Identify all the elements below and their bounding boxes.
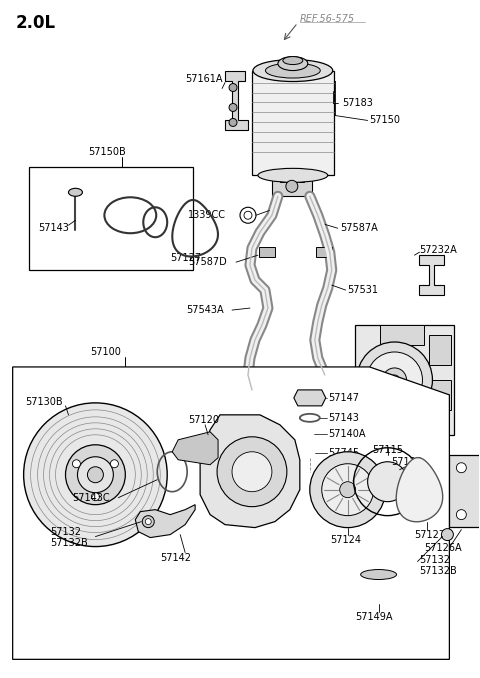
Circle shape <box>244 212 252 219</box>
Bar <box>280 174 304 182</box>
Text: 57587E: 57587E <box>295 422 332 432</box>
Text: 57587A: 57587A <box>186 387 224 397</box>
Text: 57126A: 57126A <box>424 542 462 553</box>
Polygon shape <box>225 71 248 130</box>
Text: 57127: 57127 <box>170 253 201 263</box>
Bar <box>430 380 451 410</box>
Text: 57143C: 57143C <box>72 493 110 502</box>
Text: 57161A: 57161A <box>185 73 223 83</box>
Circle shape <box>310 452 385 527</box>
Text: 57130B: 57130B <box>25 397 63 407</box>
Bar <box>305 447 315 458</box>
Bar <box>316 247 332 257</box>
Bar <box>312 370 328 380</box>
Text: 57100: 57100 <box>420 457 450 466</box>
Text: 57120: 57120 <box>188 415 219 425</box>
Circle shape <box>442 529 454 540</box>
Bar <box>380 325 424 345</box>
Circle shape <box>65 445 125 504</box>
Ellipse shape <box>283 56 303 64</box>
Circle shape <box>217 437 287 506</box>
Circle shape <box>87 466 103 483</box>
Text: REF.56-575: REF.56-575 <box>300 14 355 24</box>
Text: 57100: 57100 <box>90 347 121 357</box>
Text: 57132: 57132 <box>50 527 82 536</box>
Circle shape <box>367 352 422 408</box>
Polygon shape <box>396 458 443 522</box>
Bar <box>449 455 480 527</box>
Circle shape <box>357 342 432 418</box>
Text: 57143: 57143 <box>328 413 359 423</box>
Circle shape <box>322 464 373 516</box>
Ellipse shape <box>69 188 83 197</box>
Circle shape <box>91 493 99 500</box>
Text: 57132B: 57132B <box>50 538 88 548</box>
Text: 57150: 57150 <box>370 115 401 125</box>
Polygon shape <box>200 415 300 527</box>
Text: 57132: 57132 <box>420 555 450 565</box>
Circle shape <box>145 519 151 525</box>
Text: 57143: 57143 <box>38 223 70 233</box>
Text: 57123: 57123 <box>392 457 422 466</box>
Circle shape <box>383 368 407 392</box>
Circle shape <box>456 510 467 519</box>
Text: 57142: 57142 <box>160 553 191 563</box>
Bar <box>210 435 220 460</box>
Circle shape <box>24 403 167 546</box>
Circle shape <box>390 375 399 385</box>
Ellipse shape <box>360 570 396 580</box>
Text: 2.0L: 2.0L <box>16 14 56 32</box>
Circle shape <box>240 207 256 223</box>
Circle shape <box>456 463 467 473</box>
Circle shape <box>368 462 408 502</box>
Polygon shape <box>172 432 218 464</box>
Bar <box>29 167 193 270</box>
Polygon shape <box>420 255 444 295</box>
Text: 57149A: 57149A <box>356 612 393 622</box>
Ellipse shape <box>278 56 308 71</box>
Circle shape <box>142 516 154 527</box>
Polygon shape <box>294 390 326 406</box>
Bar <box>430 335 451 365</box>
Circle shape <box>229 83 237 92</box>
Circle shape <box>229 104 237 111</box>
Circle shape <box>286 180 298 193</box>
Circle shape <box>110 460 119 468</box>
Text: 57127: 57127 <box>415 530 445 540</box>
Text: 57147: 57147 <box>328 393 359 403</box>
Text: 1339CC: 1339CC <box>188 210 226 220</box>
Text: 57140A: 57140A <box>328 428 365 439</box>
Text: 57531: 57531 <box>348 285 379 295</box>
Text: 57150B: 57150B <box>88 147 126 157</box>
Text: 57132B: 57132B <box>420 565 457 576</box>
Text: 57115: 57115 <box>372 445 404 455</box>
Text: 57587D: 57587D <box>188 257 227 267</box>
Bar <box>305 390 315 406</box>
Bar <box>306 424 314 444</box>
Ellipse shape <box>265 63 320 78</box>
Bar <box>360 574 397 605</box>
Circle shape <box>340 481 356 498</box>
Circle shape <box>72 460 81 468</box>
Bar <box>252 71 334 176</box>
Text: 57183: 57183 <box>342 98 372 108</box>
Text: 57745: 57745 <box>328 447 359 458</box>
Bar <box>355 325 455 435</box>
Bar <box>259 247 275 257</box>
Circle shape <box>232 452 272 492</box>
Text: 57543A: 57543A <box>186 305 224 315</box>
Text: 57587A: 57587A <box>340 223 377 233</box>
Ellipse shape <box>253 60 333 81</box>
Circle shape <box>229 119 237 126</box>
Bar <box>245 385 261 395</box>
Polygon shape <box>12 367 449 659</box>
Bar <box>303 424 317 428</box>
Circle shape <box>77 457 113 493</box>
Bar <box>272 176 312 197</box>
Text: 57124: 57124 <box>330 534 361 544</box>
Text: 57232A: 57232A <box>420 245 457 255</box>
Ellipse shape <box>258 168 328 182</box>
Polygon shape <box>135 504 195 538</box>
